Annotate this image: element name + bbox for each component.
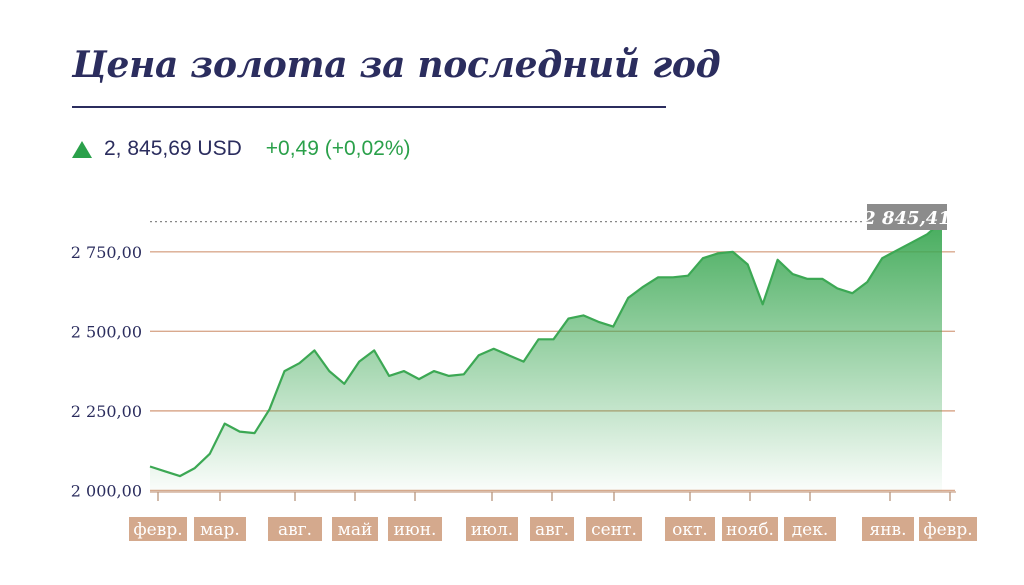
price-line <box>149 220 943 478</box>
month-label-bg <box>129 517 187 541</box>
month-label-bg <box>919 517 977 541</box>
month-label: авг. <box>278 520 312 540</box>
month-label-bg <box>586 517 642 541</box>
month-label: май <box>338 520 373 540</box>
month-label: июл. <box>471 520 513 540</box>
month-label-bg <box>466 517 518 541</box>
month-label: окт. <box>672 520 708 540</box>
y-tick-label: 2 250,00 <box>71 402 142 421</box>
current-price: 2, 845,69 USD <box>104 137 242 160</box>
month-label-bg <box>332 517 378 541</box>
price-change: +0,49 (+0,02%) <box>265 137 411 160</box>
month-label-bg <box>862 517 914 541</box>
month-label-bg <box>268 517 322 541</box>
month-label-bg <box>388 517 442 541</box>
page-title: Цена золота за последний год <box>72 44 721 86</box>
month-label-bg <box>530 517 574 541</box>
y-tick-label: 2 750,00 <box>71 243 142 262</box>
month-label-bg <box>784 517 836 541</box>
month-label: февр. <box>133 520 182 540</box>
month-label: дек. <box>792 520 829 540</box>
month-label: сент. <box>591 520 637 540</box>
triangle-up-icon <box>72 140 92 158</box>
title-underline <box>72 106 666 108</box>
month-label-bg <box>722 517 778 541</box>
month-label: мар. <box>200 520 240 540</box>
month-label-bg <box>665 517 715 541</box>
y-tick-label: 2 500,00 <box>71 322 142 341</box>
month-label: февр. <box>923 520 972 540</box>
last-value-label: 2 845,41 <box>862 208 951 229</box>
month-label: янв. <box>869 520 906 540</box>
month-label: авг. <box>535 520 569 540</box>
price-summary: 2, 845,69 USD +0,49 (+0,02%) <box>72 137 411 161</box>
month-label: июн. <box>394 520 437 540</box>
last-value-badge-bg <box>867 204 947 230</box>
y-tick-label: 2 000,00 <box>71 481 142 500</box>
month-label: нояб. <box>726 520 774 540</box>
price-area-fill <box>150 221 942 492</box>
month-label-bg <box>194 517 246 541</box>
